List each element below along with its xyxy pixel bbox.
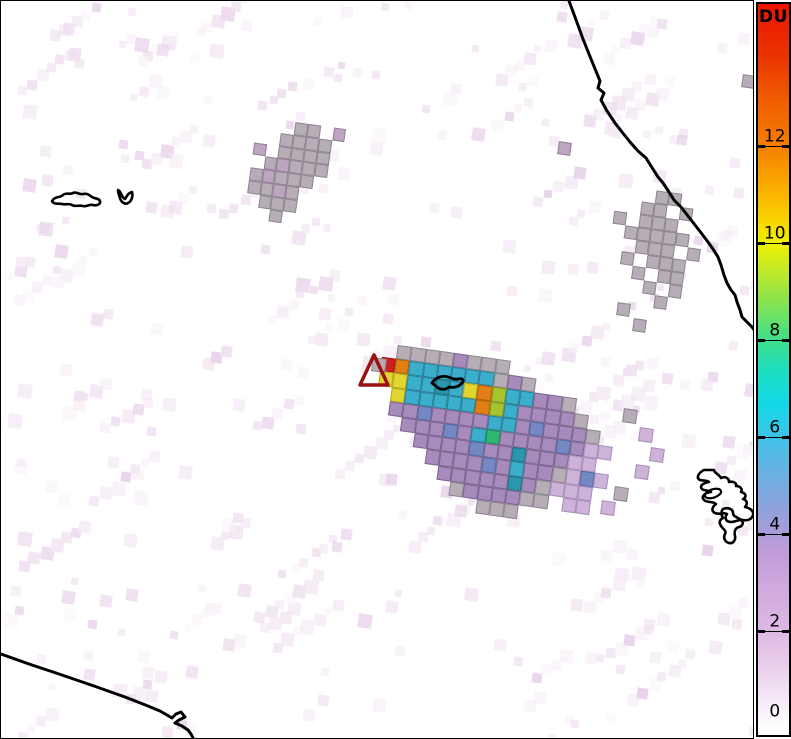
colorbar-tick-left [758,533,765,536]
noise-pixel [753,431,754,442]
colorbar-boundary-line [758,340,789,341]
colorbar: 12 10 8 6 4 2 0 DU [756,2,791,737]
island-east-tail [718,506,745,545]
colorbar-title: DU [759,7,788,27]
colorbar-boundary-line [758,146,789,147]
colorbar-tick-label: 10 [763,223,786,244]
map-area [0,0,754,739]
colorbar-tick-right [782,630,789,633]
colorbar-tick-label: 0 [769,701,781,722]
colorbar-tick-left [758,436,765,439]
colorbar-tick-label: 4 [769,514,781,535]
island-east-main [696,468,753,524]
coastline-southwest [1,652,195,738]
island-mid-plume [430,374,465,391]
colorbar-boundary-line [758,243,789,244]
volcano-marker-icon [358,353,390,387]
colorbar-tick-label: 2 [769,611,781,632]
island-west-small [116,188,134,205]
coastline-overlay [1,1,753,738]
colorbar-boundary-line [758,631,789,632]
colorbar-tick-left [758,145,765,148]
colorbar-tick-right [782,145,789,148]
island-west-large [50,191,102,208]
island-east-lake [703,487,723,500]
colorbar-tick-right [782,339,789,342]
colorbar-tick-left [758,339,765,342]
coastline-northeast [567,1,753,331]
colorbar-tick-right [782,242,789,245]
colorbar-tick-right [782,533,789,536]
colorbar-gradient [758,4,789,735]
colorbar-tick-label: 12 [763,126,786,147]
colorbar-tick-right [782,436,789,439]
colorbar-tick-label: 6 [769,417,781,438]
colorbar-boundary-line [758,437,789,438]
colorbar-tick-left [758,630,765,633]
colorbar-boundary-line [758,534,789,535]
colorbar-tick-left [758,242,765,245]
colorbar-tick-label: 8 [769,320,781,341]
